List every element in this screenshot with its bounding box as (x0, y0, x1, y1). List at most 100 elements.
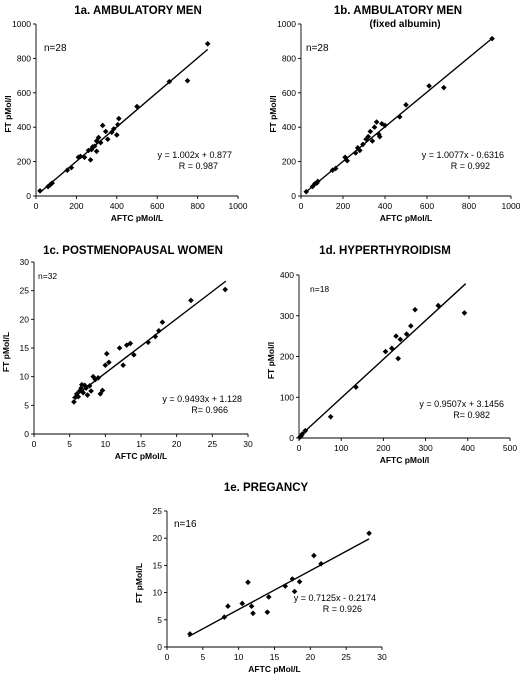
x-tick-label: 25 (208, 439, 218, 449)
data-point (282, 583, 289, 589)
y-tick-label: 200 (282, 157, 296, 167)
data-point (373, 119, 380, 125)
data-point (342, 154, 348, 161)
panel-title: 1a. AMBULATORY MEN (74, 5, 202, 17)
data-point (302, 427, 309, 434)
correlation-r: R = 0.926 (323, 604, 362, 614)
y-axis-label: FT pMol/l (268, 95, 278, 132)
y-tick-label: 0 (26, 191, 31, 201)
data-point (80, 389, 87, 396)
data-point (327, 414, 334, 420)
data-point (187, 631, 193, 637)
data-point (84, 392, 91, 398)
x-tick-label: 20 (306, 652, 316, 662)
y-axis-label: FT pMol/l (266, 342, 276, 379)
data-point (75, 154, 82, 161)
data-point (188, 297, 194, 304)
data-point (116, 115, 122, 122)
x-axis-label: AFTC pMol/L (115, 451, 167, 461)
data-point (225, 603, 231, 609)
x-tick-label: 300 (419, 443, 433, 453)
data-point (93, 148, 100, 155)
data-point (245, 579, 251, 586)
data-point (99, 387, 106, 394)
data-point (77, 153, 84, 160)
data-point (120, 362, 126, 368)
data-point (395, 355, 401, 362)
correlation-r: R= 0.966 (191, 405, 228, 415)
data-point (49, 180, 55, 186)
panel-1e: 1e. PREGANCY 0 5 10 15 20 25 30 0 5 10 15 20 25 AFTC p… (134, 482, 387, 674)
data-point (397, 336, 404, 343)
data-point (250, 610, 256, 617)
data-point (102, 362, 109, 368)
y-tick-label: 15 (20, 343, 30, 353)
regression-equation: y = 0.9493x + 1.128 (162, 394, 242, 404)
y-tick-label: 200 (17, 157, 31, 167)
data-point (403, 331, 410, 337)
data-point (371, 124, 378, 130)
data-point (298, 433, 304, 439)
data-point (95, 134, 102, 141)
data-point (88, 388, 94, 394)
y-tick-label: 30 (20, 257, 30, 267)
data-point (311, 552, 317, 559)
data-point (104, 136, 111, 143)
data-point (90, 373, 97, 380)
data-point (435, 302, 442, 309)
y-tick-label: 10 (20, 372, 30, 382)
data-point (106, 359, 112, 366)
data-point (99, 122, 106, 129)
data-point (248, 603, 255, 609)
data-point (127, 340, 134, 347)
panel-title: 1e. PREGANCY (224, 482, 309, 494)
y-tick-label: 600 (282, 88, 296, 98)
data-point (382, 348, 389, 355)
regression-line (298, 283, 467, 438)
x-axis-label: AFTC pMol/L (111, 213, 163, 223)
correlation-r: R= 0.982 (453, 410, 490, 420)
data-point (37, 188, 43, 194)
data-point (318, 560, 324, 567)
data-point (360, 141, 366, 148)
y-axis-label: FT pMol/L (1, 332, 11, 372)
y-tick-label: 300 (280, 311, 294, 321)
correlation-r: R = 0.992 (451, 161, 490, 171)
data-point (134, 103, 140, 110)
data-point (239, 600, 246, 607)
data-point (75, 393, 82, 400)
x-tick-label: 800 (191, 201, 205, 211)
x-tick-label: 10 (101, 439, 111, 449)
data-point (366, 530, 372, 537)
x-tick-label: 600 (150, 201, 164, 211)
data-point (116, 345, 123, 351)
x-tick-label: 600 (420, 201, 434, 211)
data-point (299, 431, 306, 437)
x-tick-label: 0 (297, 443, 302, 453)
x-tick-label: 0 (299, 201, 304, 211)
data-point (353, 384, 359, 390)
data-point (108, 129, 115, 136)
x-axis-label: AFTC pMol/L (380, 213, 432, 223)
data-point (204, 40, 211, 47)
data-point (71, 399, 77, 405)
correlation-r: R = 0.987 (179, 161, 218, 171)
y-tick-label: 800 (17, 53, 31, 63)
data-point (426, 83, 432, 89)
x-tick-label: 5 (200, 652, 205, 662)
data-point (156, 328, 162, 334)
data-point (95, 375, 101, 381)
data-point (68, 164, 75, 171)
data-point (47, 182, 53, 188)
data-point (221, 614, 228, 620)
data-point (97, 139, 104, 146)
data-point (89, 144, 96, 150)
x-tick-label: 500 (503, 443, 517, 453)
data-point (72, 394, 79, 401)
y-tick-label: 20 (20, 314, 30, 324)
y-tick-label: 1000 (277, 19, 296, 29)
data-point (365, 133, 371, 140)
data-point (184, 77, 191, 84)
sample-size-label: n=28 (306, 43, 329, 54)
